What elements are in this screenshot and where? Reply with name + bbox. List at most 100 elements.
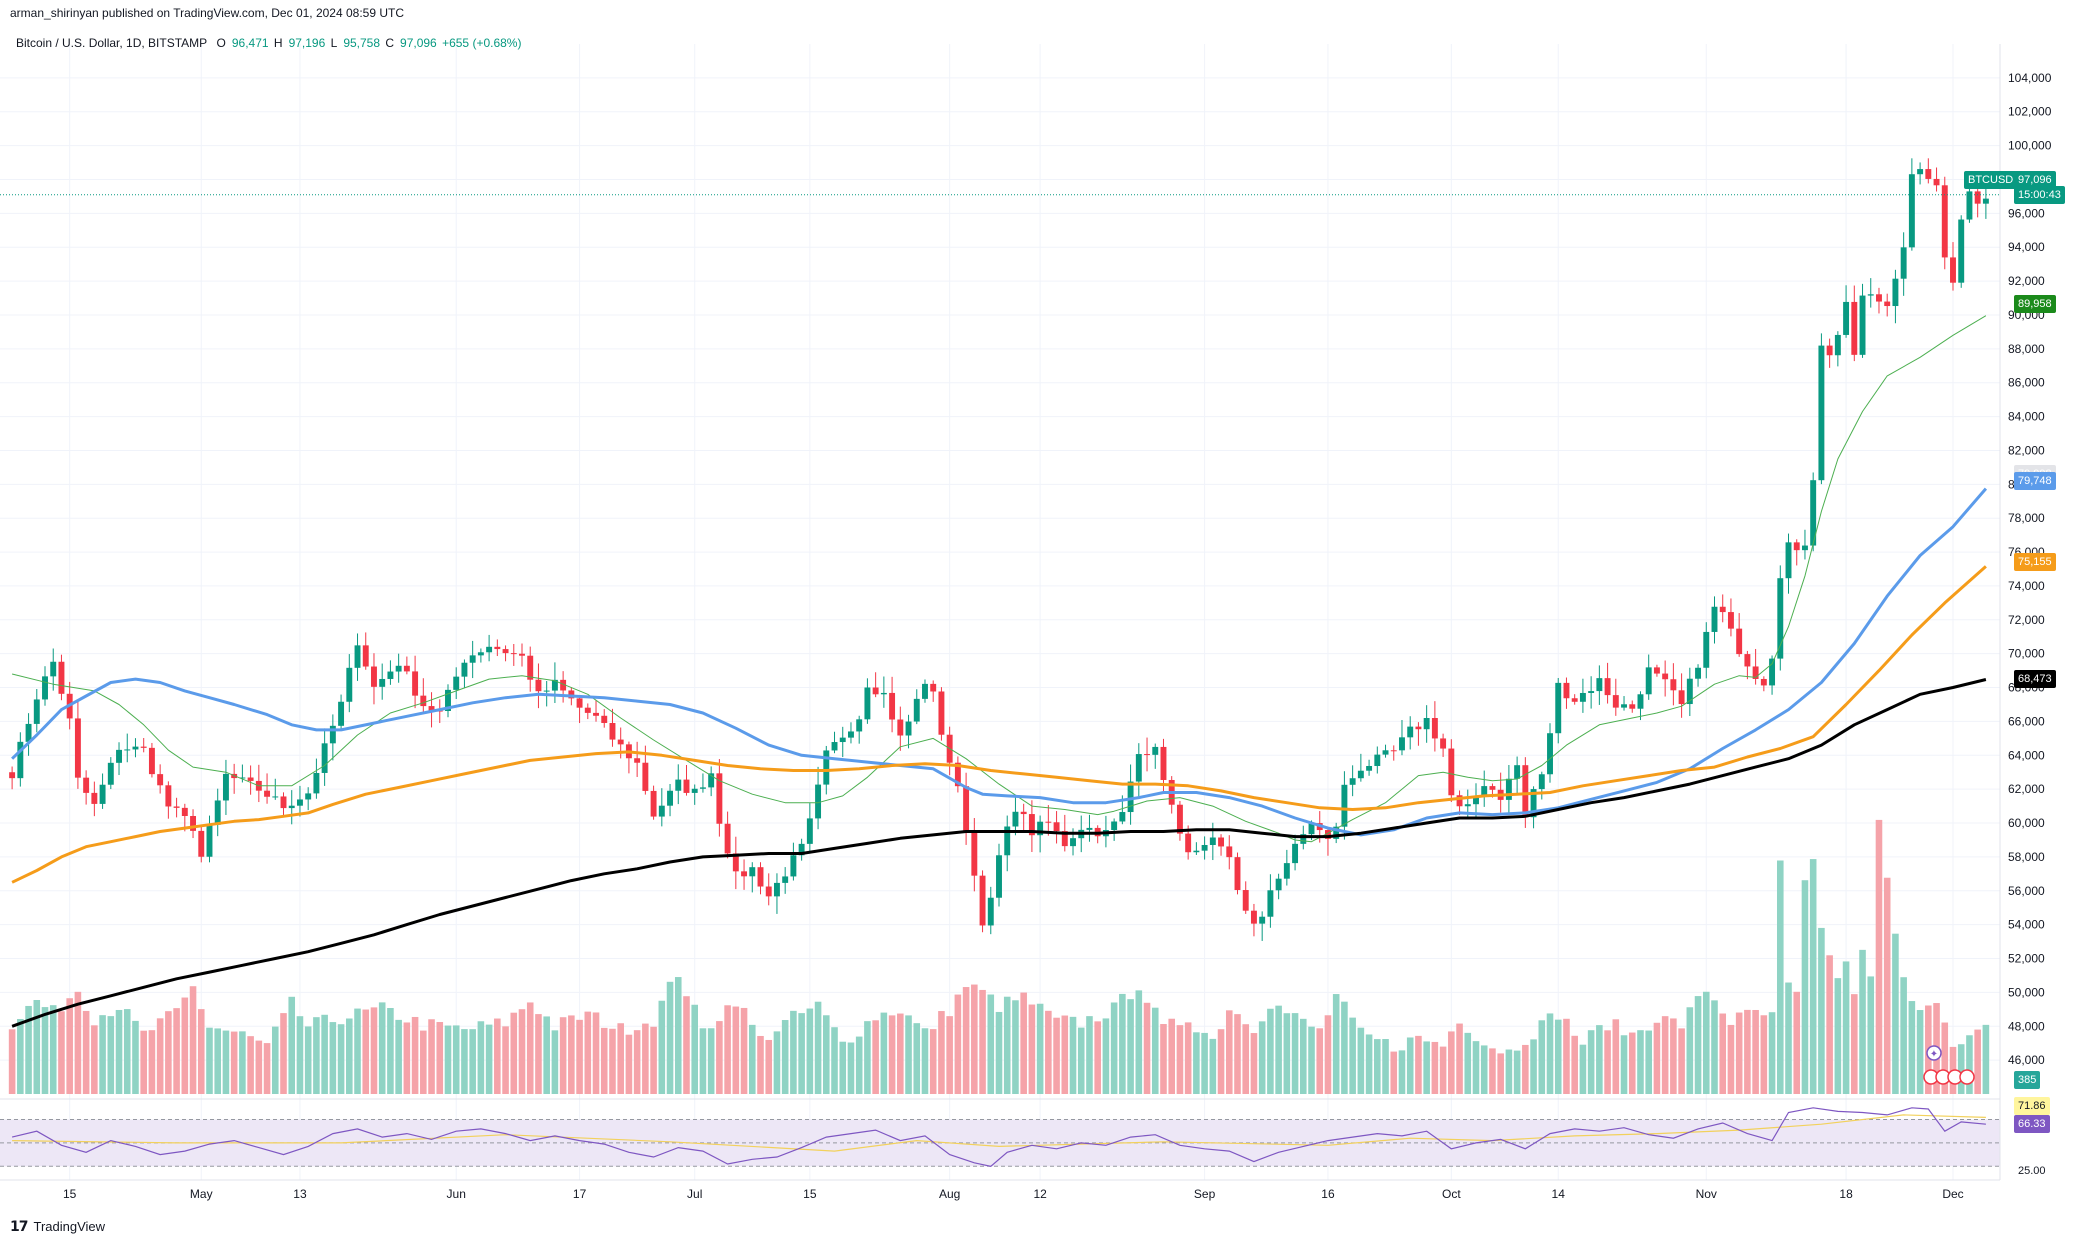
- price-tick-label: 50,000: [2008, 985, 2045, 999]
- volume-bar: [173, 1008, 180, 1094]
- price-tick-label: 100,000: [2008, 139, 2052, 153]
- volume-bar: [1735, 1012, 1743, 1094]
- volume-bar: [1612, 1019, 1620, 1094]
- volume-bar: [1957, 1044, 1965, 1094]
- candle-body: [395, 665, 402, 672]
- candle-body: [1547, 733, 1553, 775]
- volume-bar: [518, 1009, 526, 1094]
- volume-bar: [1834, 978, 1842, 1094]
- candle-body: [576, 698, 583, 708]
- main-pane[interactable]: [0, 44, 2000, 1094]
- time-tick-label: 17: [573, 1187, 587, 1201]
- candle-body: [1127, 781, 1134, 813]
- footer-brand[interactable]: 𝟭𝟳 TradingView: [10, 1218, 105, 1235]
- volume-bar: [1341, 1001, 1348, 1094]
- volume-bar: [1686, 1007, 1694, 1094]
- alert-icons[interactable]: ✦: [1923, 1045, 1975, 1085]
- volume-bar: [1653, 1022, 1661, 1094]
- candle-body: [1925, 169, 1932, 179]
- candle-body: [1135, 754, 1142, 782]
- volume-bar: [214, 1028, 222, 1094]
- candle-body: [1563, 682, 1570, 699]
- candle-body: [1061, 831, 1068, 847]
- volume-bar: [1168, 1018, 1175, 1094]
- time-tick-label: Oct: [1442, 1187, 1461, 1201]
- candle-body: [798, 843, 805, 856]
- high-label: H: [273, 36, 283, 50]
- time-axis[interactable]: 15 May 13 Jun 17 Jul 15 Aug 12 Sep 16 Oct 14 Nov 18 Dec: [63, 1187, 1964, 1201]
- volume-bar: [132, 1020, 139, 1094]
- candle-body: [1711, 606, 1718, 632]
- candle-body: [856, 719, 863, 732]
- volume-bar: [49, 1005, 57, 1094]
- candle-body: [650, 790, 657, 817]
- volume-bar: [304, 1026, 312, 1094]
- candle-body: [1111, 821, 1118, 830]
- volume-bar: [1135, 990, 1143, 1094]
- symbol-tag: BTCUSD: [1964, 171, 2018, 189]
- candle-body: [107, 762, 114, 785]
- candle-body: [1579, 692, 1586, 702]
- volume-bar: [1596, 1025, 1603, 1094]
- countdown-tag: 15:00:43: [2014, 186, 2065, 204]
- grid-lines: [0, 44, 2000, 1180]
- candle-body: [239, 777, 246, 779]
- candle-body: [91, 792, 98, 804]
- sma100-tag: 75,155: [2014, 553, 2056, 571]
- candle-body: [1834, 334, 1841, 356]
- volume-bar: [74, 991, 82, 1094]
- volume-bar: [1209, 1038, 1217, 1094]
- candle-body: [1522, 765, 1529, 818]
- sma20-tag: 89,958: [2014, 295, 2056, 313]
- low-value: 95,758: [343, 36, 381, 50]
- candle-body: [1958, 219, 1965, 283]
- candle-body: [1234, 857, 1241, 891]
- candle-body: [140, 746, 147, 748]
- candle-body: [872, 687, 879, 695]
- volume-bar: [666, 981, 674, 1094]
- volume-bar: [1604, 1030, 1611, 1094]
- candle-body: [1514, 765, 1521, 779]
- volume-bar: [91, 1025, 98, 1094]
- candle-body: [99, 784, 106, 804]
- candle-body: [889, 692, 896, 720]
- candle-body: [362, 645, 369, 667]
- candle-body: [1473, 796, 1479, 805]
- candle-body: [321, 743, 328, 773]
- earnings-flag-icon[interactable]: [1959, 1069, 1975, 1085]
- candle-body: [412, 671, 419, 696]
- candle-body: [420, 695, 427, 707]
- time-tick-label: 15: [803, 1187, 817, 1201]
- candle-body: [1349, 778, 1356, 785]
- candle-body: [971, 830, 978, 876]
- volume-bar: [1234, 1014, 1241, 1094]
- candle-body: [1004, 826, 1011, 856]
- candle-body: [741, 871, 748, 877]
- ma-line-sma50: [11, 487, 1988, 837]
- volume-bar: [1423, 1041, 1430, 1094]
- candle-body: [880, 692, 887, 695]
- candle-body: [469, 655, 476, 663]
- candle-body: [198, 830, 205, 857]
- price-tick-label: 88,000: [2008, 342, 2045, 356]
- symbol-legend[interactable]: Bitcoin / U.S. Dollar, 1D, BITSTAMP O 96,…: [16, 36, 523, 50]
- volume-bar: [839, 1041, 847, 1094]
- candle-body: [757, 867, 764, 887]
- volume-bar: [230, 1031, 238, 1094]
- candle-body: [1176, 804, 1183, 834]
- volume-bar: [247, 1036, 254, 1094]
- candle-body: [486, 646, 493, 653]
- candle-body: [1645, 667, 1652, 695]
- volume-bar: [1793, 991, 1801, 1094]
- volume-bar: [864, 1021, 871, 1094]
- volume-bar: [1045, 1010, 1052, 1094]
- candle-body: [280, 796, 287, 809]
- volume-bar: [535, 1014, 542, 1094]
- volume-bar: [263, 1043, 271, 1094]
- volume-bar: [674, 977, 682, 1094]
- volume-bar: [66, 998, 73, 1094]
- sparkle-icon[interactable]: [1926, 1045, 1942, 1061]
- candle-body: [1012, 811, 1019, 827]
- volume-bar: [313, 1017, 320, 1094]
